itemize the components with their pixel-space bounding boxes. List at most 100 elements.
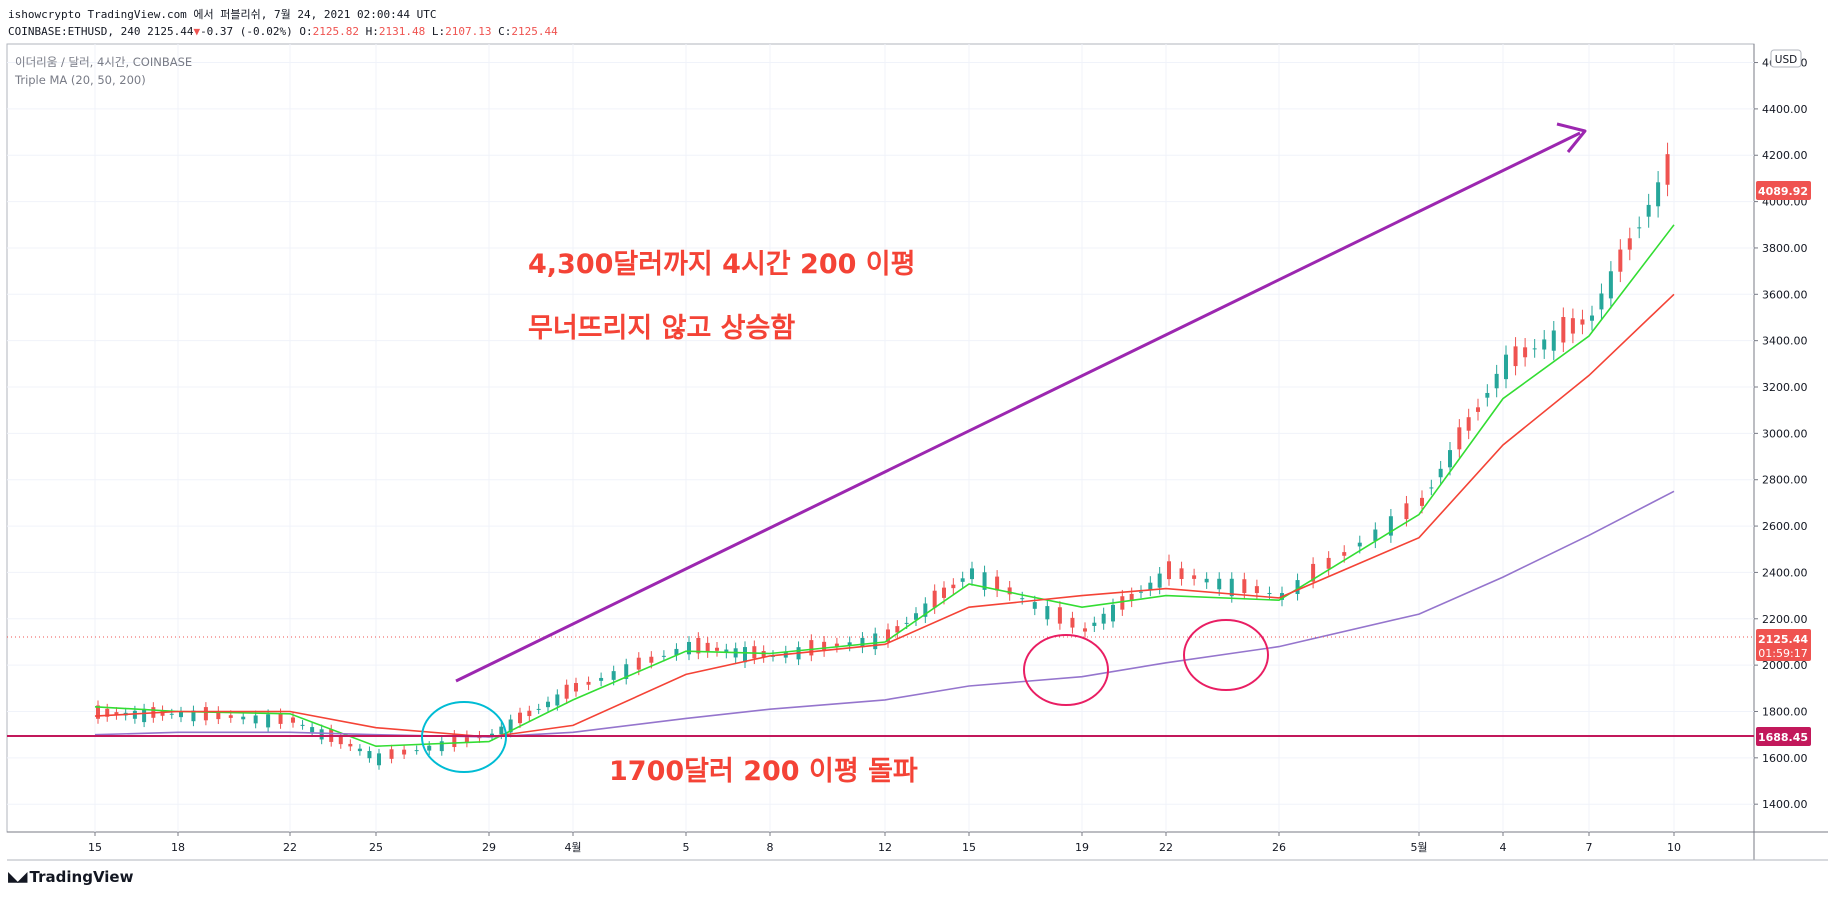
candle-body	[1267, 593, 1272, 595]
candle-body	[1254, 586, 1259, 594]
time-tick-label: 4	[1500, 841, 1507, 854]
candle-body	[1342, 552, 1347, 556]
candle-body	[932, 590, 937, 608]
candle-body	[873, 633, 878, 650]
candle-body	[914, 613, 918, 620]
high-value: 2131.48	[378, 25, 426, 38]
time-tick-label: 19	[1075, 841, 1089, 854]
candle-body	[499, 726, 504, 735]
candle-body	[1229, 578, 1234, 597]
candle-body	[1599, 293, 1604, 310]
candle-body	[1513, 346, 1518, 367]
low-value: 2107.13	[445, 25, 492, 38]
candle-body	[367, 751, 372, 759]
down-arrow-icon: ▼	[193, 25, 201, 38]
candle-body	[310, 727, 315, 733]
candle-body	[1217, 578, 1222, 590]
candle-body	[649, 656, 654, 663]
candle-body	[574, 683, 578, 692]
candle-body	[1295, 580, 1300, 594]
current-price-tag-label: 4089.92	[1758, 185, 1808, 198]
currency-badge[interactable]	[1770, 49, 1802, 68]
candle-body	[1637, 227, 1642, 229]
candle-body	[179, 711, 183, 718]
breakout-circle[interactable]	[421, 701, 507, 773]
candle-body	[169, 713, 174, 715]
candle-body	[1646, 204, 1651, 217]
candle-body	[1627, 238, 1632, 250]
candle-body	[439, 741, 444, 752]
candle-body	[1656, 182, 1661, 207]
candle-body	[1494, 373, 1499, 389]
candle-body	[1032, 602, 1037, 609]
candle-body	[490, 733, 494, 737]
trend-arrow-head-icon	[1556, 122, 1587, 153]
candle-body	[96, 705, 100, 719]
candle-body	[1045, 606, 1050, 620]
time-tick-label: 25	[369, 841, 383, 854]
candle-body	[1420, 497, 1424, 506]
candle-body	[377, 753, 381, 766]
candle-body	[357, 748, 362, 752]
candle-body	[114, 712, 119, 715]
candle-body	[687, 641, 691, 655]
tradingview-logo-icon: ◣◢	[8, 869, 27, 885]
time-tick-label: 15	[88, 841, 102, 854]
price-tick-label: 2600.00	[1762, 520, 1808, 533]
candle-body	[1020, 598, 1025, 600]
time-axis[interactable]: 15 18 22 25 29 4월 5 8 12 15 19 22 26 5월 4 7 10	[88, 832, 1681, 854]
candle-body	[1551, 330, 1556, 351]
candle-body	[555, 694, 560, 706]
candle-body	[216, 711, 221, 720]
candle-body	[1167, 561, 1171, 580]
annotation-line-3: 1700달러 200 이평 돌파	[609, 756, 918, 787]
candle-body	[338, 736, 343, 745]
candle-body	[1357, 542, 1362, 547]
candle-body	[586, 681, 591, 685]
legend-indicator[interactable]: Triple MA (20, 50, 200)	[14, 73, 146, 87]
candle-body	[1129, 593, 1134, 601]
price-tick-label: 2400.00	[1762, 566, 1808, 579]
candle-body	[661, 655, 666, 657]
candle-body	[389, 749, 394, 759]
candle-body	[1070, 617, 1075, 628]
candlesticks	[96, 142, 1670, 770]
price-tick-label: 3800.00	[1762, 242, 1808, 255]
candle-body	[228, 715, 233, 718]
candle-body	[1057, 607, 1062, 624]
trend-arrow-line[interactable]	[455, 131, 1581, 683]
price-tick-label: 2800.00	[1762, 474, 1808, 487]
candle-body	[518, 712, 522, 724]
candle-body	[1120, 596, 1125, 610]
price-axis[interactable]: 1400.00 1600.00 1800.00 2000.00 2200.00 2400.…	[1754, 57, 1808, 812]
candle-body	[1139, 591, 1143, 593]
candle-body	[1179, 568, 1184, 579]
support-test-circle-1[interactable]	[1023, 634, 1109, 706]
candle-body	[847, 642, 852, 646]
candle-body	[464, 735, 469, 743]
tradingview-watermark[interactable]: ◣◢ TradingView	[8, 868, 133, 886]
candle-body	[611, 671, 616, 680]
close-label: C:	[498, 25, 512, 38]
candle-body	[319, 729, 324, 740]
price-tick-label: 3600.00	[1762, 288, 1808, 301]
time-tick-label: 4월	[564, 841, 581, 854]
candle-body	[1101, 613, 1106, 624]
candle-body	[1590, 315, 1594, 321]
candle-body	[743, 647, 747, 663]
candle-body	[1111, 604, 1115, 622]
candle-body	[1457, 427, 1462, 450]
publish-line: ishowcrypto TradingView.com 에서 퍼블리쉬, 7월 …	[8, 8, 437, 21]
candle-body	[278, 713, 283, 724]
candle-body	[1532, 348, 1537, 350]
candle-body	[951, 584, 956, 589]
hline-price-tag-label: 1688.45	[1758, 731, 1808, 744]
price-tick-label: 4200.00	[1762, 149, 1808, 162]
high-label: H:	[365, 25, 379, 38]
candle-body	[1083, 628, 1087, 632]
ohlc-line: COINBASE:ETHUSD, 240 2125.44▼-0.37 (-0.0…	[8, 23, 558, 40]
candle-body	[1561, 317, 1566, 343]
support-test-circle-2[interactable]	[1183, 619, 1269, 691]
marker-price-tag-label: 2125.44	[1758, 633, 1808, 646]
